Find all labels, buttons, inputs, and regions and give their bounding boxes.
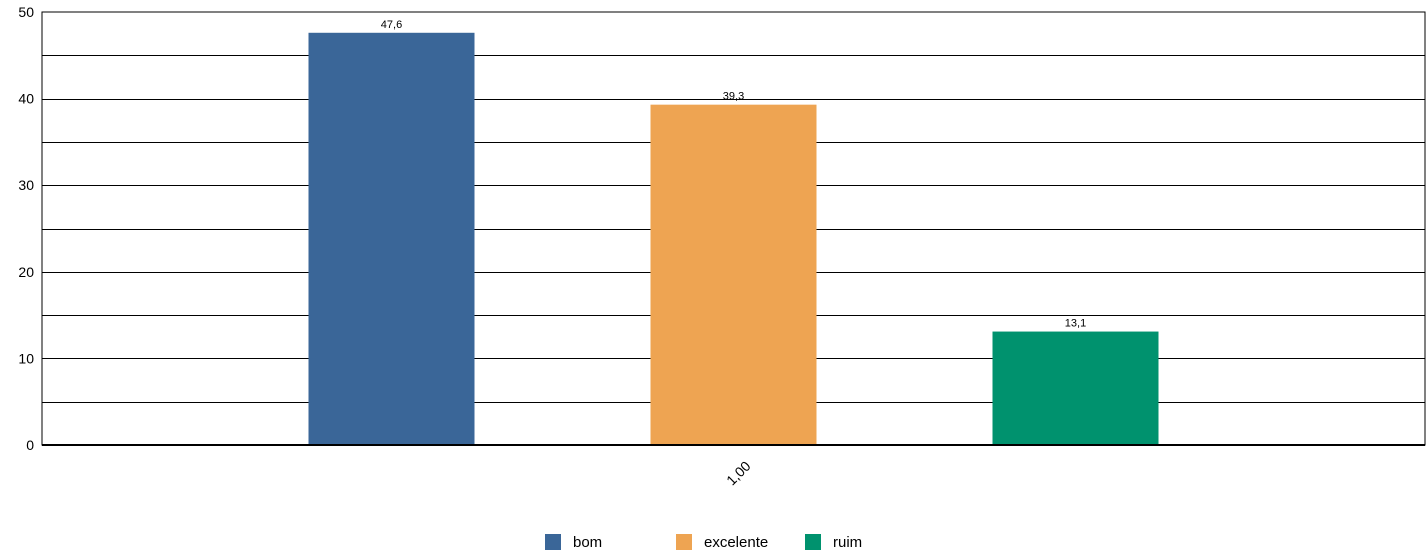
bar-ruim: [992, 331, 1159, 445]
y-tick-label: 20: [18, 264, 34, 280]
legend-swatch-excelente: [676, 534, 692, 550]
legend-label-bom: bom: [573, 534, 602, 551]
legend-label-ruim: ruim: [833, 534, 862, 551]
bar-bom: [308, 32, 475, 446]
y-tick-label: 0: [26, 437, 34, 453]
y-tick-label: 30: [18, 177, 34, 193]
y-axis: 0 10 20 30 40 50: [18, 4, 34, 453]
x-tick-label: 1,00: [723, 458, 754, 489]
y-tick-label: 10: [18, 350, 34, 366]
bar-value-label: 39,3: [723, 91, 744, 103]
bar-excelente: [650, 104, 817, 446]
legend: bom excelente ruim: [545, 534, 862, 551]
y-tick-label: 40: [18, 91, 34, 107]
legend-label-excelente: excelente: [704, 534, 768, 551]
y-tick-label: 50: [18, 4, 34, 20]
legend-swatch-ruim: [805, 534, 821, 550]
bar-value-label: 13,1: [1065, 318, 1086, 330]
legend-swatch-bom: [545, 534, 561, 550]
bars: 47,6 39,3 13,1: [308, 19, 1159, 446]
x-axis: 1,00: [42, 444, 1425, 489]
bar-value-label: 47,6: [381, 19, 402, 31]
